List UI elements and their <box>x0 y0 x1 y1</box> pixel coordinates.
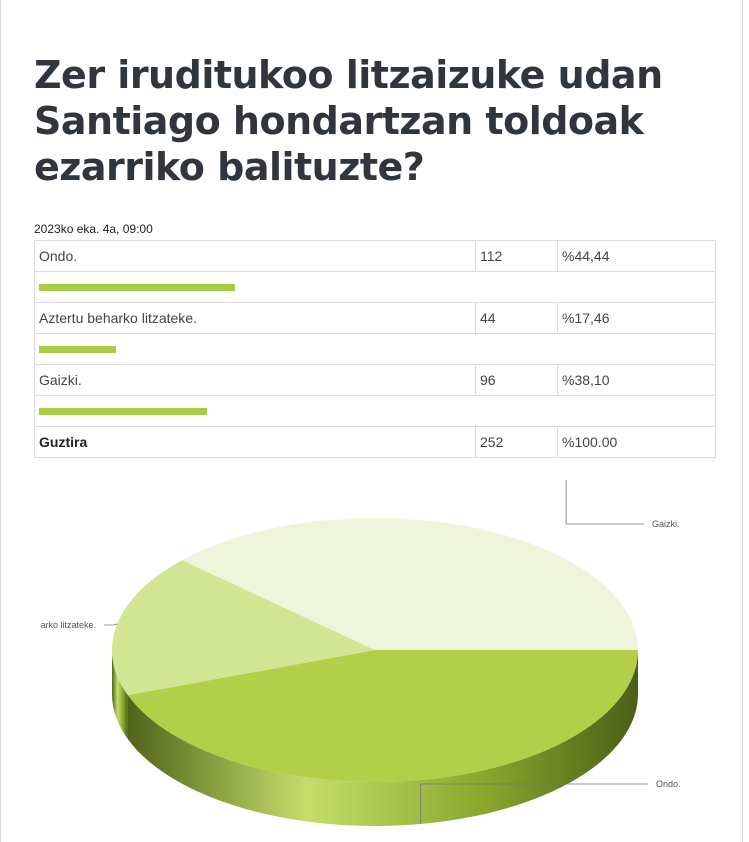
pie-label-line-aztertu <box>104 623 118 626</box>
pie-side-aztertu <box>112 650 128 740</box>
pie-slice-gaizki <box>182 518 639 650</box>
bar-row <box>34 271 716 303</box>
bar-row <box>34 395 716 427</box>
pie-label-line-gaizki <box>565 480 644 525</box>
pie-slice-ondo <box>127 650 638 782</box>
total-row: Guztira 252 %100.00 <box>34 426 716 458</box>
option-label: Aztertu beharko litzateke. <box>34 302 476 334</box>
poll-title-text: Zer iruditukoo litzaizuke udan Santiago … <box>34 53 663 189</box>
result-bar <box>39 345 117 353</box>
result-bar <box>39 283 236 291</box>
option-percent: %44,44 <box>557 240 716 272</box>
results-table: Ondo. 112 %44,44 Aztertu beharko litzate… <box>34 240 716 458</box>
pie-label-line-ondo <box>420 783 648 824</box>
poll-date: 2023ko eka. 4a, 09:00 <box>34 222 153 236</box>
bar-row <box>34 333 716 365</box>
option-percent: %17,46 <box>557 302 716 334</box>
page-frame-left <box>0 0 1 842</box>
table-row: Gaizki. 96 %38,10 <box>34 364 716 396</box>
poll-title: Zer iruditukoo litzaizuke udan Santiago … <box>34 52 724 190</box>
option-count: 44 <box>475 302 558 334</box>
pie-side-ondo <box>127 650 638 826</box>
pie-chart: Ondo. arko litzateke. Gaizki. <box>40 480 681 826</box>
pie-slice-aztertu <box>111 560 375 696</box>
pie-label-gaizki: Gaizki. <box>652 519 680 529</box>
total-label: Guztira <box>34 426 476 458</box>
option-count: 96 <box>475 364 558 396</box>
table-row: Ondo. 112 %44,44 <box>34 240 716 272</box>
result-bar <box>39 407 208 415</box>
pie-label-ondo: Ondo. <box>656 779 681 789</box>
option-label: Ondo. <box>34 240 476 272</box>
total-percent: %100.00 <box>557 426 716 458</box>
table-row: Aztertu beharko litzateke. 44 %17,46 <box>34 302 716 334</box>
option-count: 112 <box>475 240 558 272</box>
option-percent: %38,10 <box>557 364 716 396</box>
option-label: Gaizki. <box>34 364 476 396</box>
pie-slices <box>111 518 639 826</box>
total-count: 252 <box>475 426 558 458</box>
pie-label-aztertu: arko litzateke. <box>40 620 96 630</box>
pie-labels: Ondo. arko litzateke. Gaizki. <box>40 480 681 824</box>
page-frame-right <box>742 0 743 842</box>
